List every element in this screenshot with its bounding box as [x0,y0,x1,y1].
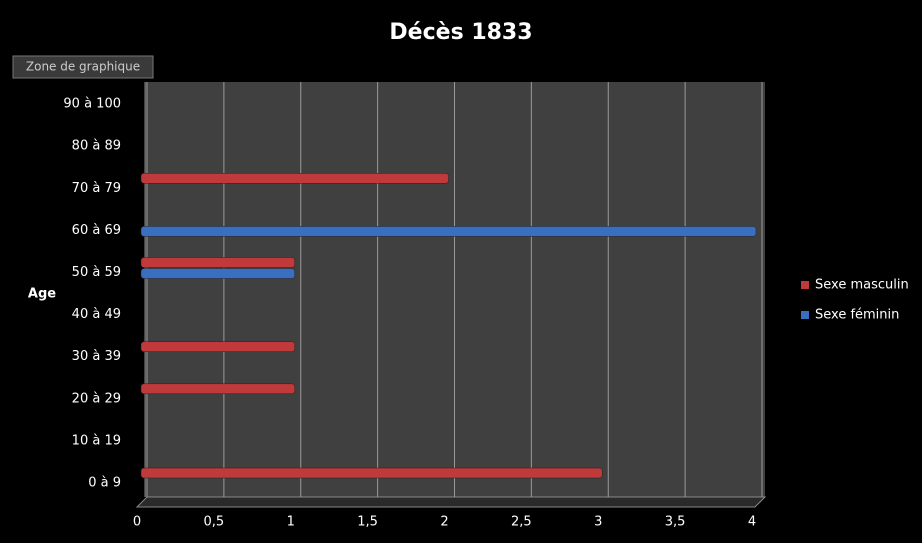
y-tick-label: 60 à 69 [72,223,121,238]
bar [140,257,295,268]
bar [140,268,295,279]
y-tick-label: 70 à 79 [72,181,121,196]
y-tick-label: 90 à 100 [63,97,121,112]
bar [140,467,603,479]
x-tick-label: 0 [133,515,141,530]
legend-label: Sexe masculin [815,278,909,293]
bar [140,226,757,237]
x-tick-label: 2,5 [511,515,532,530]
y-tick-label: 50 à 59 [72,265,121,280]
tooltip: Zone de graphique [26,60,140,74]
x-tick-label: 2 [440,515,448,530]
legend-marker [801,281,809,289]
chart-title: Décès 1833 [389,20,532,45]
y-tick-label: 40 à 49 [72,307,121,322]
y-tick-label: 30 à 39 [72,349,121,364]
bar [140,173,449,184]
plot-floor [135,496,767,508]
x-tick-label: 1 [287,515,295,530]
y-axis-label: Age [28,287,56,302]
x-tick-label: 3,5 [665,515,686,530]
y-tick-label: 80 à 89 [72,139,121,154]
x-tick-label: 4 [748,515,756,530]
x-tick-label: 0,5 [204,515,225,530]
y-tick-label: 10 à 19 [72,433,121,448]
legend-marker [801,311,809,319]
x-tick-label: 3 [594,515,602,530]
legend-label: Sexe féminin [815,308,899,323]
y-tick-label: 0 à 9 [88,476,121,491]
bar [140,383,295,395]
x-tick-label: 1,5 [357,515,378,530]
tooltip-box [12,55,154,79]
y-tick-label: 20 à 29 [72,391,121,406]
bar [140,341,295,352]
